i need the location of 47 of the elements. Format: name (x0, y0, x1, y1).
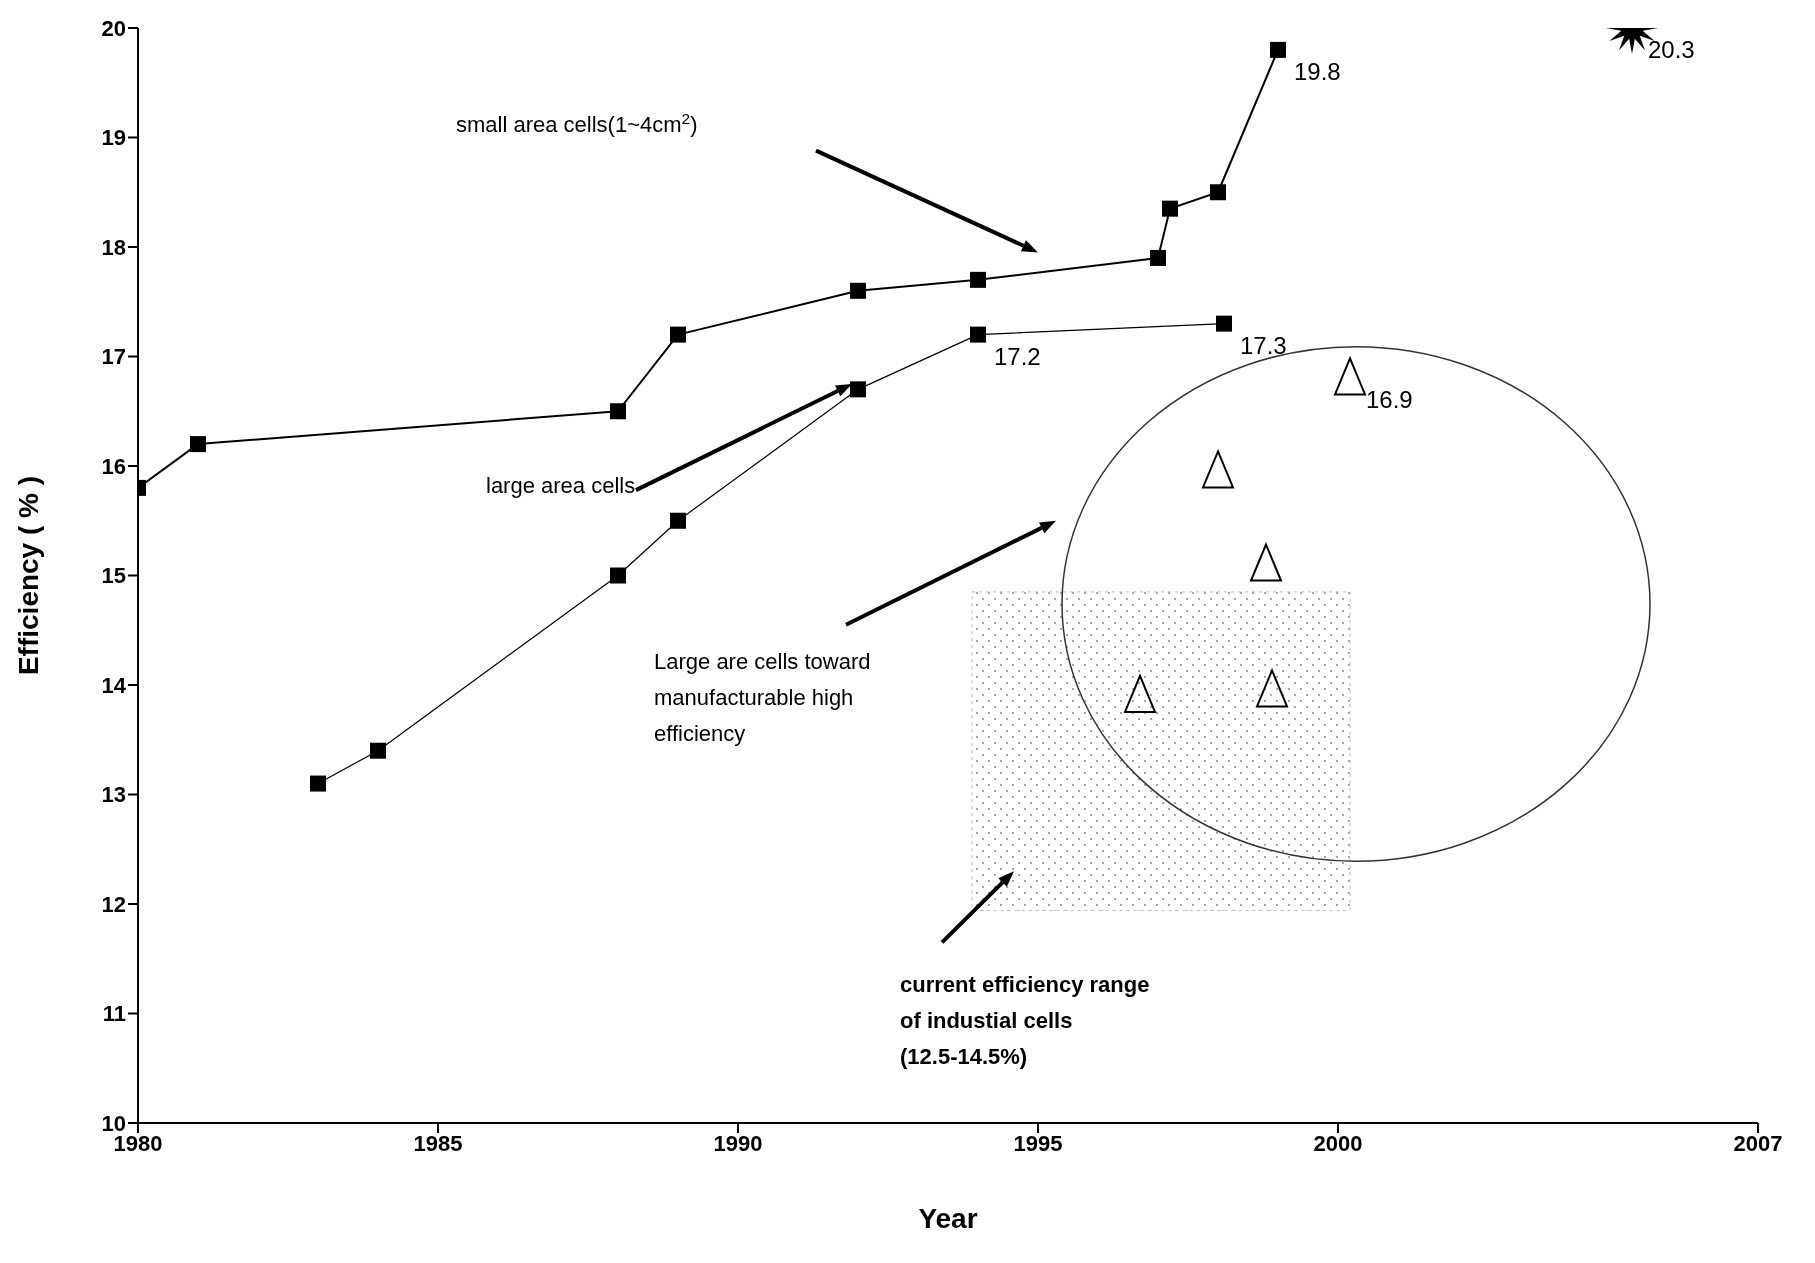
y-tick-label: 14 (101, 672, 127, 698)
point (610, 403, 626, 420)
annotation: 20.3 (1648, 36, 1695, 63)
annotation: 17.3 (1240, 331, 1287, 359)
y-axis-title: Efficiency ( % ) (12, 475, 44, 676)
annotation: 17.2 (994, 342, 1041, 370)
point (850, 282, 866, 299)
point (1216, 315, 1232, 332)
point (1150, 249, 1166, 266)
point (1162, 200, 1178, 217)
x-axis-title: Year (918, 1203, 978, 1234)
annotation: 19.8 (1294, 57, 1341, 85)
point (370, 742, 386, 759)
point (670, 326, 686, 343)
point (970, 326, 986, 343)
x-tick-label: 2000 (1313, 1130, 1363, 1156)
annotation: small area cells(1~4cm$^{2}$) (456, 109, 698, 138)
y-tick-label: 12 (101, 891, 126, 917)
y-tick-label: 20 (101, 15, 126, 41)
annotation: Large are cells toward manufacturable high efficiency (654, 648, 871, 746)
y-tick-label: 11 (102, 1001, 126, 1027)
point (1334, 357, 1366, 396)
x-tick-label: 1990 (713, 1130, 763, 1156)
x-tick-label: 2007 (1733, 1130, 1783, 1156)
point (1256, 669, 1288, 708)
point (1250, 543, 1282, 582)
point (670, 512, 686, 529)
point (310, 775, 326, 792)
annotation: large area cells (486, 473, 636, 499)
point (1124, 674, 1156, 713)
y-tick-label: 15 (101, 563, 126, 589)
x-tick-label: 1995 (1013, 1130, 1063, 1156)
point (850, 381, 866, 398)
y-tick-label: 19 (101, 125, 126, 151)
annotation: current efficiency range of industial cells (12.5-14.5%) (900, 971, 1150, 1069)
point (1270, 41, 1286, 58)
annotation: 16.9 (1366, 386, 1413, 414)
point (190, 436, 206, 453)
point (1202, 450, 1234, 489)
y-tick-label: 13 (101, 782, 126, 808)
y-tick-label: 16 (101, 453, 126, 479)
y-tick-label: 18 (101, 234, 126, 260)
x-tick-label: 1985 (413, 1130, 463, 1156)
point (1210, 184, 1226, 201)
point (610, 567, 626, 584)
point (970, 271, 986, 288)
y-tick-label: 17 (101, 344, 126, 370)
